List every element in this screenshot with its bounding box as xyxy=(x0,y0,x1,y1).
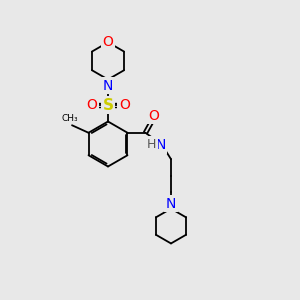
Text: N: N xyxy=(103,79,113,92)
Text: O: O xyxy=(119,98,130,112)
Text: H: H xyxy=(147,138,156,151)
Text: CH₃: CH₃ xyxy=(61,114,78,123)
Text: O: O xyxy=(149,109,160,123)
Text: N: N xyxy=(166,196,176,211)
Text: N: N xyxy=(155,138,166,152)
Text: O: O xyxy=(103,35,113,49)
Text: S: S xyxy=(103,98,113,112)
Text: O: O xyxy=(86,98,97,112)
